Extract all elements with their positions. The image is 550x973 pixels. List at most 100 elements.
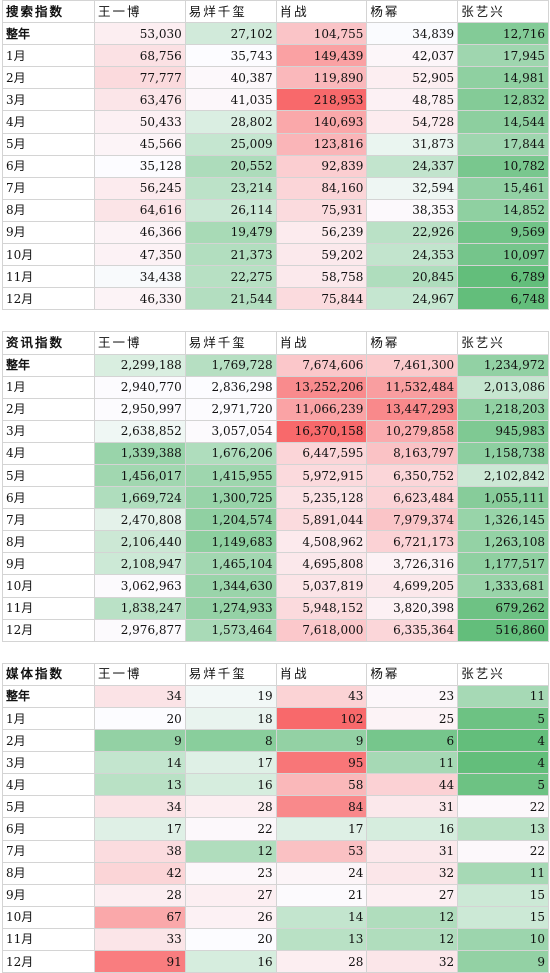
value-cell[interactable]: 21,544 [184, 287, 277, 311]
value-cell[interactable]: 20,552 [184, 154, 277, 178]
value-cell[interactable]: 84,160 [275, 176, 368, 200]
row-label[interactable]: 6月 [2, 817, 95, 841]
column-header[interactable]: 王一博 [94, 662, 186, 686]
column-header[interactable]: 易烊千玺 [184, 331, 277, 355]
value-cell[interactable]: 16 [184, 950, 277, 973]
value-cell[interactable]: 679,262 [457, 596, 549, 620]
row-label[interactable]: 5月 [2, 463, 95, 488]
value-cell[interactable]: 1,838,247 [94, 596, 186, 620]
value-cell[interactable]: 2,299,188 [94, 353, 186, 377]
value-cell[interactable]: 2,950,997 [94, 397, 186, 421]
value-cell[interactable]: 54,728 [366, 110, 459, 134]
value-cell[interactable]: 38 [94, 839, 186, 863]
value-cell[interactable]: 9 [457, 950, 549, 973]
value-cell[interactable]: 5,235,128 [275, 486, 368, 510]
value-cell[interactable]: 1,149,683 [184, 530, 277, 554]
row-label[interactable]: 11月 [2, 265, 95, 289]
value-cell[interactable]: 20 [184, 927, 277, 952]
row-label[interactable]: 6月 [2, 154, 95, 178]
value-cell[interactable]: 14,544 [457, 110, 549, 134]
value-cell[interactable]: 2,102,842 [457, 463, 549, 488]
value-cell[interactable]: 40,387 [184, 66, 277, 90]
column-header[interactable]: 王一博 [94, 0, 186, 24]
value-cell[interactable]: 18 [184, 706, 277, 731]
value-cell[interactable]: 8,163,797 [366, 441, 459, 465]
value-cell[interactable]: 12 [366, 927, 459, 952]
value-cell[interactable]: 46,330 [94, 287, 186, 311]
value-cell[interactable]: 14,981 [457, 66, 549, 90]
row-label[interactable]: 12月 [2, 287, 95, 311]
value-cell[interactable]: 149,439 [275, 44, 368, 68]
value-cell[interactable]: 22 [184, 817, 277, 841]
column-header[interactable]: 易烊千玺 [184, 662, 277, 686]
value-cell[interactable]: 52,905 [366, 66, 459, 90]
value-cell[interactable]: 10,782 [457, 154, 549, 178]
value-cell[interactable]: 1,274,933 [184, 596, 277, 620]
value-cell[interactable]: 27,102 [184, 22, 277, 46]
value-cell[interactable]: 6,721,173 [366, 530, 459, 554]
value-cell[interactable]: 2,470,808 [94, 508, 186, 532]
row-label[interactable]: 9月 [2, 552, 95, 576]
row-label[interactable]: 8月 [2, 198, 95, 222]
value-cell[interactable]: 27 [366, 883, 459, 907]
value-cell[interactable]: 12 [366, 905, 459, 929]
value-cell[interactable]: 3,062,963 [94, 574, 186, 598]
value-cell[interactable]: 4 [457, 729, 549, 753]
value-cell[interactable]: 22,926 [366, 220, 459, 245]
value-cell[interactable]: 13,447,293 [366, 397, 459, 421]
value-cell[interactable]: 11,532,484 [366, 375, 459, 399]
value-cell[interactable]: 34,839 [366, 22, 459, 46]
value-cell[interactable]: 2,638,852 [94, 419, 186, 443]
value-cell[interactable]: 9 [94, 729, 186, 753]
value-cell[interactable]: 102 [275, 706, 368, 731]
value-cell[interactable]: 1,465,104 [184, 552, 277, 576]
value-cell[interactable]: 13 [275, 927, 368, 952]
value-cell[interactable]: 15 [457, 905, 549, 929]
value-cell[interactable]: 8 [184, 729, 277, 753]
value-cell[interactable]: 31,873 [366, 132, 459, 156]
value-cell[interactable]: 10,097 [457, 243, 549, 267]
value-cell[interactable]: 11 [457, 861, 549, 885]
value-cell[interactable]: 32,594 [366, 176, 459, 200]
value-cell[interactable]: 27 [184, 883, 277, 907]
value-cell[interactable]: 68,756 [94, 44, 186, 68]
value-cell[interactable]: 20 [94, 706, 186, 731]
value-cell[interactable]: 28 [275, 950, 368, 973]
value-cell[interactable]: 46,366 [94, 220, 186, 245]
row-label[interactable]: 5月 [2, 132, 95, 156]
value-cell[interactable]: 123,816 [275, 132, 368, 156]
value-cell[interactable]: 35,743 [184, 44, 277, 68]
value-cell[interactable]: 13 [94, 773, 186, 797]
row-label[interactable]: 2月 [2, 729, 95, 753]
value-cell[interactable]: 34,438 [94, 265, 186, 289]
value-cell[interactable]: 7,618,000 [275, 618, 368, 642]
value-cell[interactable]: 31 [366, 795, 459, 819]
value-cell[interactable]: 21 [275, 883, 368, 907]
value-cell[interactable]: 25,009 [184, 132, 277, 156]
value-cell[interactable]: 1,573,464 [184, 618, 277, 642]
value-cell[interactable]: 5 [457, 773, 549, 797]
value-cell[interactable]: 19 [184, 684, 277, 709]
value-cell[interactable]: 1,333,681 [457, 574, 549, 598]
value-cell[interactable]: 3,726,316 [366, 552, 459, 576]
column-header[interactable]: 张艺兴 [457, 662, 549, 686]
row-label[interactable]: 4月 [2, 441, 95, 465]
value-cell[interactable]: 16 [184, 773, 277, 797]
value-cell[interactable]: 1,177,517 [457, 552, 549, 576]
value-cell[interactable]: 2,106,440 [94, 530, 186, 554]
value-cell[interactable]: 24 [275, 861, 368, 885]
value-cell[interactable]: 7,979,374 [366, 508, 459, 532]
value-cell[interactable]: 77,777 [94, 66, 186, 90]
value-cell[interactable]: 14 [275, 905, 368, 929]
value-cell[interactable]: 13 [457, 817, 549, 841]
row-label[interactable]: 7月 [2, 176, 95, 200]
value-cell[interactable]: 75,931 [275, 198, 368, 222]
value-cell[interactable]: 945,983 [457, 419, 549, 443]
row-label[interactable]: 7月 [2, 839, 95, 863]
row-label[interactable]: 7月 [2, 508, 95, 532]
value-cell[interactable]: 2,976,877 [94, 618, 186, 642]
section-title[interactable]: 媒体指数 [2, 662, 95, 686]
value-cell[interactable]: 11 [366, 751, 459, 775]
row-label[interactable]: 3月 [2, 88, 95, 112]
value-cell[interactable]: 24,967 [366, 287, 459, 311]
